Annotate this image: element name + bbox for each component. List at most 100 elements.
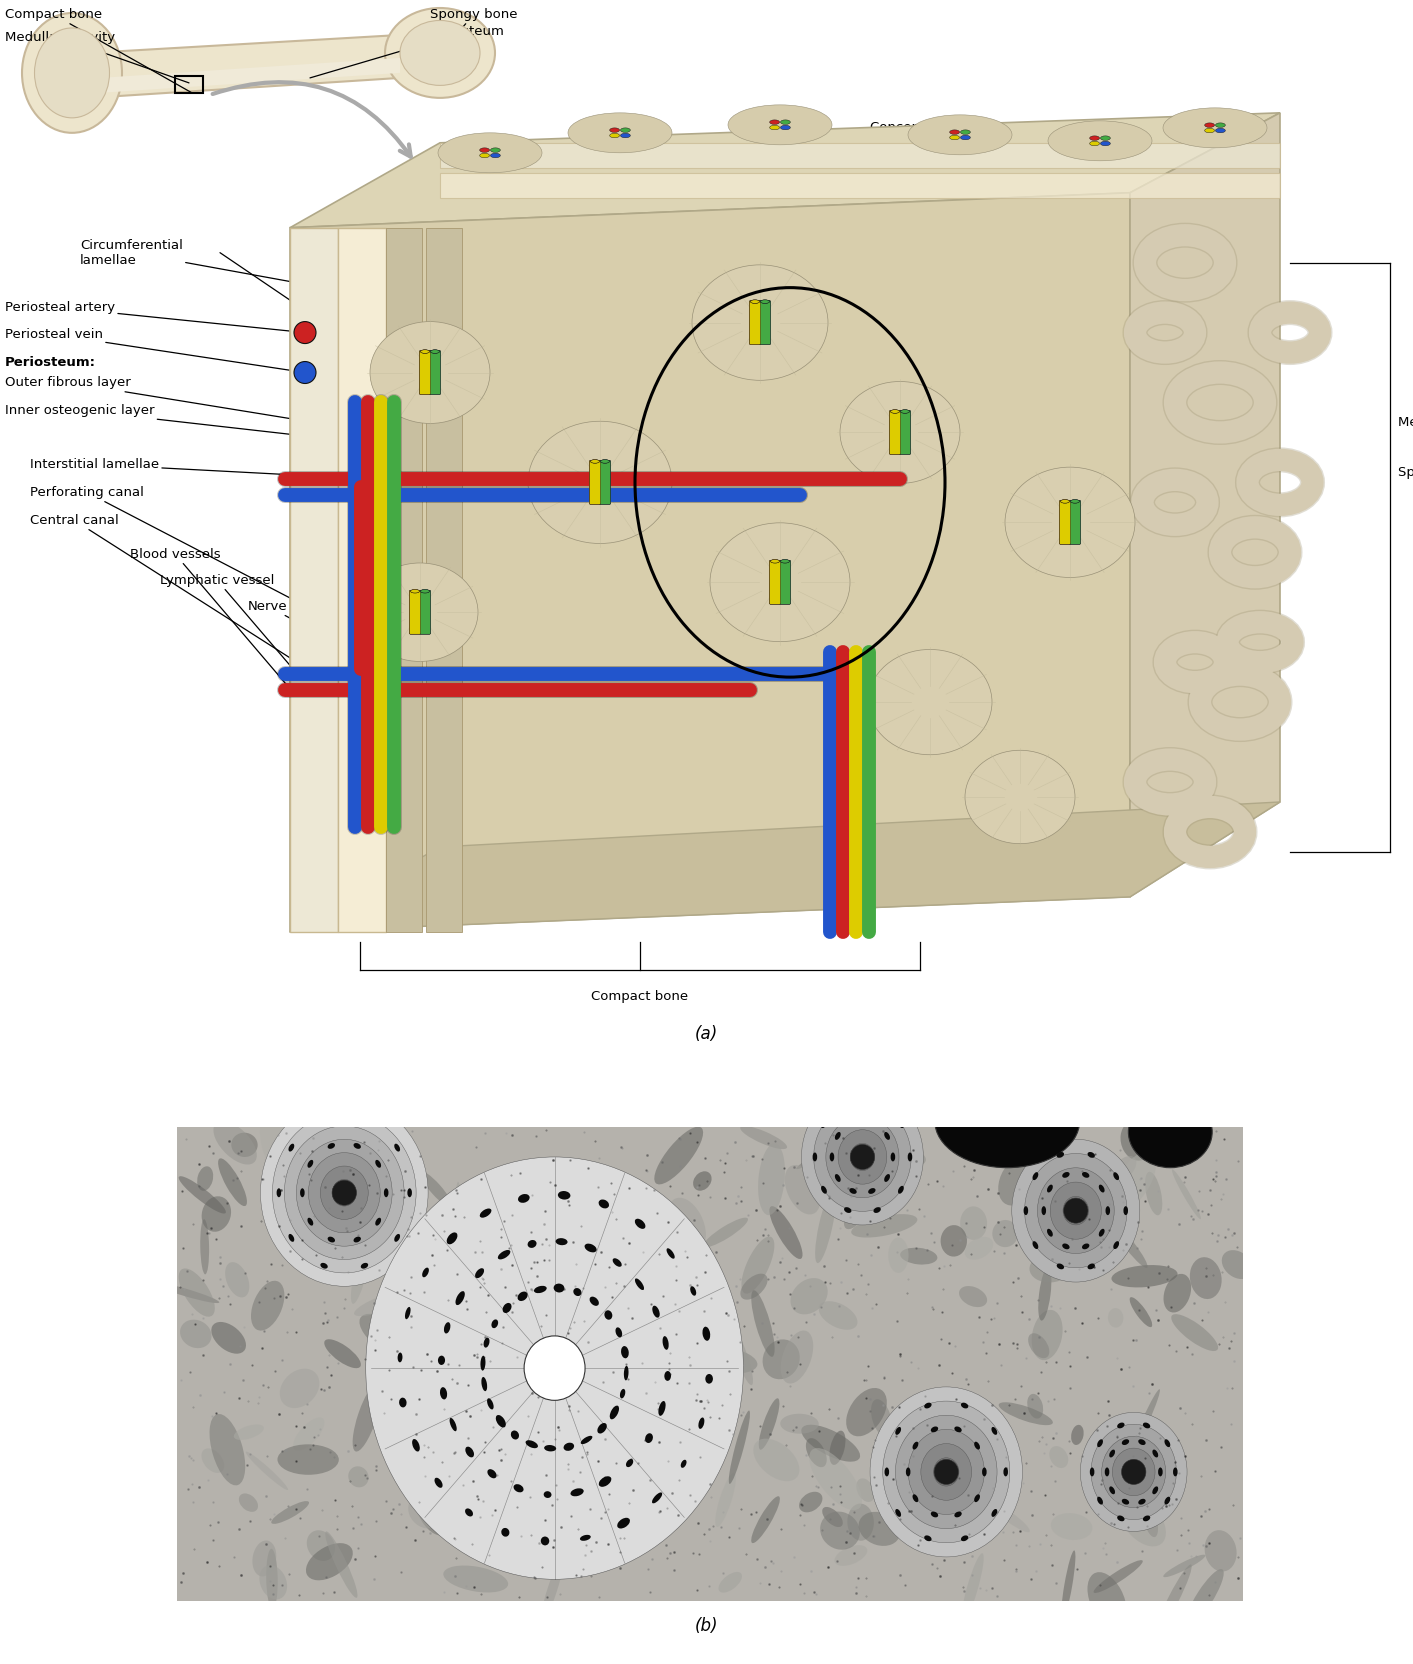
Text: Compact bone: Compact bone: [592, 990, 688, 1003]
Ellipse shape: [360, 1117, 369, 1123]
Ellipse shape: [657, 1433, 692, 1506]
Ellipse shape: [770, 559, 780, 562]
Ellipse shape: [982, 1468, 986, 1476]
Ellipse shape: [382, 579, 459, 646]
Ellipse shape: [740, 306, 780, 339]
Ellipse shape: [1041, 1206, 1046, 1215]
FancyBboxPatch shape: [1060, 501, 1071, 544]
Ellipse shape: [432, 1345, 454, 1371]
Ellipse shape: [465, 1446, 473, 1458]
Ellipse shape: [1111, 1156, 1136, 1181]
Ellipse shape: [1113, 1151, 1156, 1210]
Bar: [175, 77, 203, 93]
Ellipse shape: [770, 559, 780, 562]
Ellipse shape: [1112, 1265, 1177, 1288]
Ellipse shape: [431, 349, 439, 353]
Ellipse shape: [391, 587, 449, 637]
Ellipse shape: [232, 1133, 257, 1156]
Ellipse shape: [479, 153, 489, 158]
Ellipse shape: [544, 1444, 557, 1451]
Ellipse shape: [479, 1283, 630, 1453]
Ellipse shape: [907, 1153, 913, 1161]
Polygon shape: [290, 193, 1130, 932]
Ellipse shape: [668, 1198, 706, 1251]
Ellipse shape: [1089, 1468, 1095, 1476]
Ellipse shape: [362, 562, 478, 662]
FancyBboxPatch shape: [420, 351, 431, 394]
Ellipse shape: [1003, 1468, 1007, 1476]
Ellipse shape: [654, 1406, 711, 1421]
Ellipse shape: [692, 265, 828, 381]
Ellipse shape: [599, 1200, 609, 1208]
Ellipse shape: [899, 1186, 904, 1193]
Ellipse shape: [687, 1353, 706, 1378]
Ellipse shape: [1088, 1572, 1126, 1627]
Ellipse shape: [421, 589, 430, 592]
Ellipse shape: [497, 1250, 510, 1260]
Ellipse shape: [742, 1236, 774, 1293]
Ellipse shape: [885, 1175, 890, 1181]
Ellipse shape: [797, 1137, 851, 1170]
Ellipse shape: [1068, 128, 1132, 153]
Ellipse shape: [623, 1454, 656, 1526]
Ellipse shape: [800, 1491, 822, 1513]
Ellipse shape: [524, 1321, 564, 1363]
Ellipse shape: [404, 1200, 705, 1538]
Text: Trabeculae: Trabeculae: [1164, 364, 1241, 383]
Ellipse shape: [459, 1245, 512, 1263]
Ellipse shape: [589, 1296, 599, 1306]
Ellipse shape: [1089, 141, 1099, 146]
Ellipse shape: [601, 459, 609, 463]
Ellipse shape: [780, 559, 790, 562]
Ellipse shape: [469, 145, 512, 161]
Ellipse shape: [202, 1448, 225, 1473]
Ellipse shape: [465, 1508, 473, 1516]
Text: Osteon: Osteon: [800, 156, 917, 243]
Ellipse shape: [1139, 1499, 1146, 1504]
Ellipse shape: [918, 118, 1002, 151]
Ellipse shape: [634, 1218, 646, 1230]
Ellipse shape: [1039, 1266, 1051, 1321]
Ellipse shape: [709, 522, 851, 642]
Ellipse shape: [1205, 128, 1215, 133]
Ellipse shape: [1037, 1168, 1115, 1253]
Ellipse shape: [1113, 1241, 1119, 1250]
Ellipse shape: [589, 121, 651, 145]
Ellipse shape: [209, 1414, 246, 1486]
Ellipse shape: [321, 1263, 328, 1268]
Ellipse shape: [851, 1143, 875, 1170]
FancyBboxPatch shape: [890, 411, 900, 454]
Ellipse shape: [1033, 1171, 1039, 1180]
Ellipse shape: [487, 1398, 493, 1409]
Ellipse shape: [558, 1191, 571, 1200]
FancyBboxPatch shape: [1070, 501, 1081, 544]
FancyBboxPatch shape: [410, 591, 421, 634]
Ellipse shape: [1101, 136, 1111, 140]
Ellipse shape: [253, 1541, 277, 1576]
Ellipse shape: [1057, 1263, 1064, 1270]
Ellipse shape: [900, 409, 910, 413]
Ellipse shape: [721, 290, 798, 356]
Ellipse shape: [909, 1429, 985, 1514]
Ellipse shape: [461, 1263, 649, 1474]
Text: Blood vessels: Blood vessels: [1154, 273, 1256, 344]
Ellipse shape: [526, 1441, 538, 1448]
Ellipse shape: [974, 759, 1065, 835]
Ellipse shape: [198, 1166, 213, 1191]
Ellipse shape: [896, 1509, 901, 1518]
Ellipse shape: [920, 694, 940, 711]
Text: Nerve: Nerve: [1154, 261, 1205, 318]
Ellipse shape: [581, 1436, 592, 1444]
Polygon shape: [290, 228, 338, 932]
Ellipse shape: [931, 1511, 938, 1518]
Ellipse shape: [1080, 133, 1121, 148]
Ellipse shape: [421, 349, 430, 353]
Ellipse shape: [992, 1220, 1019, 1246]
Ellipse shape: [483, 1338, 489, 1348]
Ellipse shape: [233, 1424, 264, 1439]
Ellipse shape: [407, 1188, 413, 1196]
Ellipse shape: [889, 1238, 909, 1273]
Ellipse shape: [695, 1346, 757, 1373]
Ellipse shape: [1051, 506, 1088, 537]
Ellipse shape: [750, 300, 760, 303]
